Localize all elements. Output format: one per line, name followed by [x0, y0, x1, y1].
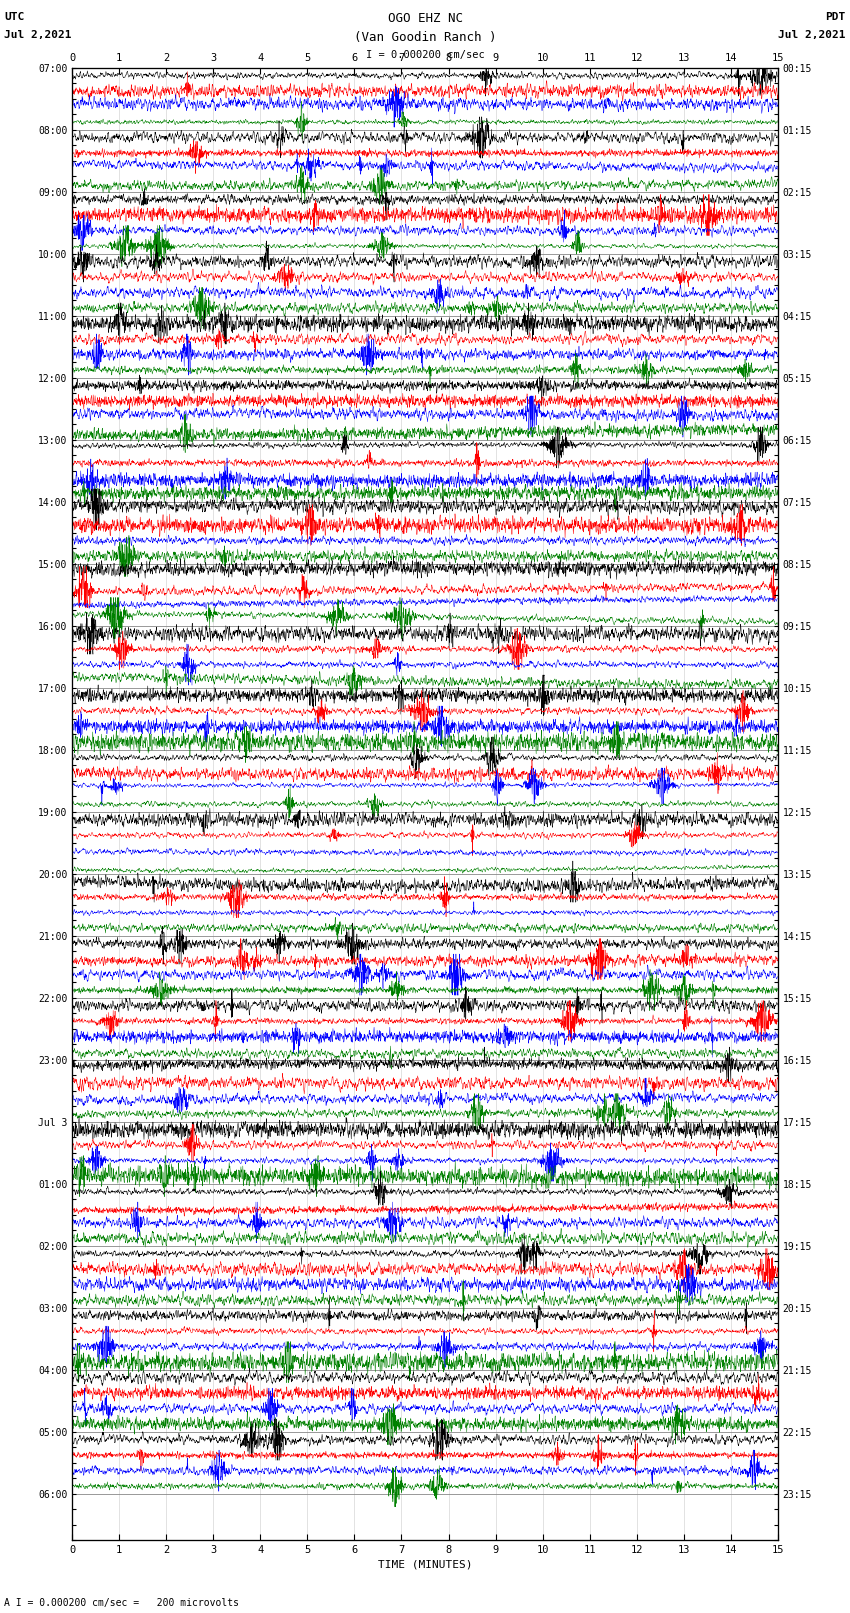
Text: (Van Goodin Ranch ): (Van Goodin Ranch ) — [354, 31, 496, 44]
Text: I = 0.000200 cm/sec: I = 0.000200 cm/sec — [366, 50, 484, 60]
X-axis label: TIME (MINUTES): TIME (MINUTES) — [377, 1560, 473, 1569]
Text: A I = 0.000200 cm/sec =   200 microvolts: A I = 0.000200 cm/sec = 200 microvolts — [4, 1598, 239, 1608]
Text: PDT: PDT — [825, 11, 846, 23]
Text: Jul 2,2021: Jul 2,2021 — [4, 29, 71, 39]
Text: UTC: UTC — [4, 11, 25, 23]
Text: Jul 2,2021: Jul 2,2021 — [779, 29, 846, 39]
Text: OGO EHZ NC: OGO EHZ NC — [388, 11, 462, 24]
